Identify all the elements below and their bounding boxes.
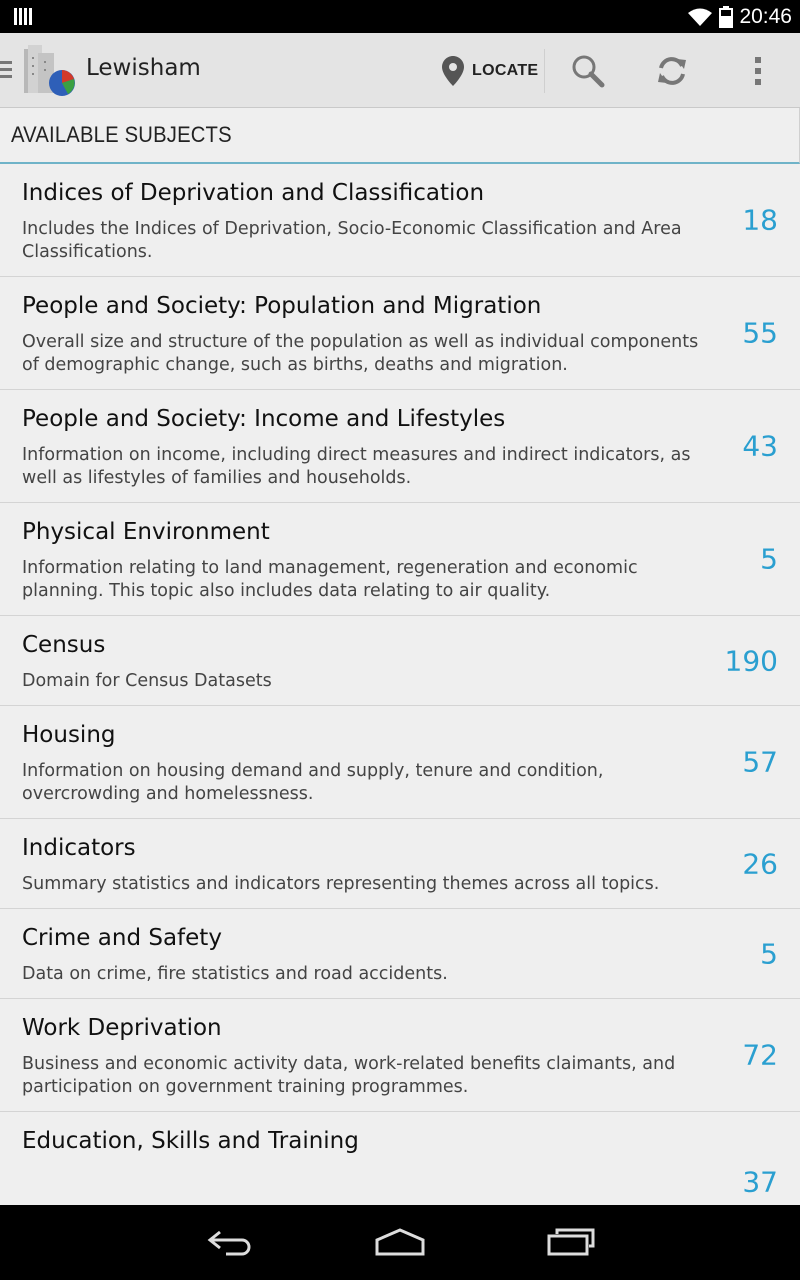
location-pin-icon	[442, 56, 464, 86]
section-header-label: AVAILABLE SUBJECTS	[11, 122, 232, 147]
navigation-bar	[0, 1205, 800, 1280]
notification-icon	[14, 8, 32, 25]
subject-count: 57	[742, 745, 778, 779]
subject-description: Information on income, including direct …	[22, 445, 691, 488]
subject-title: People and Society: Income and Lifestyle…	[22, 406, 506, 432]
recent-apps-button[interactable]	[526, 1217, 616, 1267]
subjects-list[interactable]: Indices of Deprivation and Classificatio…	[0, 164, 800, 1205]
list-item[interactable]: Housing Information on housing demand an…	[0, 706, 800, 819]
subject-title: Education, Skills and Training	[22, 1128, 359, 1154]
subject-title: Crime and Safety	[22, 925, 222, 951]
list-item[interactable]: Indicators Summary statistics and indica…	[0, 819, 800, 909]
action-divider	[544, 49, 545, 93]
recent-apps-icon	[547, 1228, 595, 1256]
battery-icon	[719, 5, 734, 28]
subject-description: Information on housing demand and supply…	[22, 761, 604, 804]
home-icon	[375, 1228, 425, 1256]
wifi-icon	[688, 8, 713, 26]
refresh-icon	[658, 57, 686, 85]
refresh-button[interactable]	[644, 47, 700, 95]
list-item[interactable]: Work Deprivation Business and economic a…	[0, 999, 800, 1112]
subject-count: 18	[742, 203, 778, 237]
overflow-menu-button[interactable]	[730, 47, 786, 95]
list-item[interactable]: People and Society: Income and Lifestyle…	[0, 390, 800, 503]
subject-title: Indices of Deprivation and Classificatio…	[22, 180, 485, 206]
app-logo[interactable]	[18, 43, 78, 99]
locate-button[interactable]: LOCATE	[432, 47, 544, 95]
home-button[interactable]	[355, 1217, 445, 1267]
subject-count: 190	[724, 644, 778, 677]
section-header: AVAILABLE SUBJECTS	[0, 108, 800, 164]
subject-description: Domain for Census Datasets	[22, 671, 272, 691]
subject-count: 55	[742, 316, 778, 350]
subject-title: People and Society: Population and Migra…	[22, 293, 542, 319]
list-item[interactable]: Indices of Deprivation and Classificatio…	[0, 164, 800, 277]
subject-title: Census	[22, 632, 106, 658]
subject-description: Business and economic activity data, wor…	[22, 1054, 676, 1097]
subject-count: 26	[742, 847, 778, 880]
subject-count: 37	[742, 1165, 778, 1199]
subject-title: Work Deprivation	[22, 1015, 222, 1041]
subject-title: Indicators	[22, 835, 136, 861]
subjects-screen: AVAILABLE SUBJECTS Indices of Deprivatio…	[0, 108, 800, 1205]
app-title: Lewisham	[86, 55, 201, 81]
subject-count: 43	[742, 429, 778, 463]
action-bar: Lewisham LOCATE	[0, 33, 800, 108]
subject-count: 72	[742, 1038, 778, 1072]
subject-description: Data on crime, fire statistics and road …	[22, 964, 448, 984]
drawer-indicator-icon[interactable]	[0, 61, 12, 81]
subject-description: Includes the Indices of Deprivation, Soc…	[22, 219, 682, 262]
back-icon	[207, 1230, 251, 1256]
search-icon	[572, 55, 605, 88]
overflow-menu-icon	[755, 57, 761, 85]
list-item[interactable]: Census Domain for Census Datasets 190	[0, 616, 800, 706]
subject-title: Housing	[22, 722, 116, 748]
subject-title: Physical Environment	[22, 519, 270, 545]
back-button[interactable]	[185, 1217, 275, 1267]
locate-label: LOCATE	[472, 62, 539, 79]
search-button[interactable]	[560, 47, 616, 95]
list-item[interactable]: Crime and Safety Data on crime, fire sta…	[0, 909, 800, 999]
subject-description: Overall size and structure of the popula…	[22, 332, 699, 375]
subject-description: Information relating to land management,…	[22, 558, 638, 601]
subject-count: 5	[760, 937, 778, 970]
status-icons: 20:46	[687, 0, 792, 33]
list-item[interactable]: Education, Skills and Training 37	[0, 1112, 800, 1205]
list-item[interactable]: People and Society: Population and Migra…	[0, 277, 800, 390]
clock: 20:46	[739, 4, 792, 28]
subject-count: 5	[760, 542, 778, 576]
status-bar: 20:46	[0, 0, 800, 33]
subject-description: Summary statistics and indicators repres…	[22, 874, 660, 894]
list-item[interactable]: Physical Environment Information relatin…	[0, 503, 800, 616]
